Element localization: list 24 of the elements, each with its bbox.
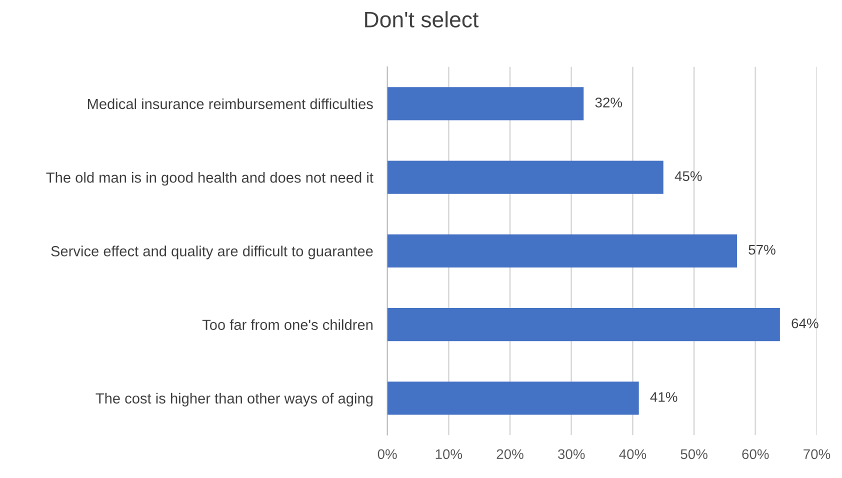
bar <box>387 308 780 342</box>
x-tick-label: 30% <box>558 449 585 460</box>
x-tick-label: 40% <box>619 449 646 460</box>
data-label: 32% <box>595 98 622 108</box>
bar <box>387 160 664 194</box>
x-tick-label: 0% <box>378 449 397 460</box>
data-label: 41% <box>650 392 678 402</box>
data-label: 64% <box>792 318 818 328</box>
y-tick-label: The cost is higher than other ways of aging <box>96 392 373 406</box>
data-label: 57% <box>748 244 776 255</box>
x-tick-label: 50% <box>680 449 708 460</box>
data-label: 45% <box>674 171 702 182</box>
y-tick-label: Service effect and quality are difficult to guarantee <box>51 246 373 260</box>
y-tick-label: Medical insurance reimbursement difficulties <box>88 98 373 110</box>
x-tick-label: 20% <box>496 449 524 460</box>
bar <box>387 87 584 120</box>
x-tick-label: 70% <box>804 449 830 460</box>
bar <box>387 382 639 415</box>
chart-title: Don't select <box>365 11 479 28</box>
x-tick-label: 60% <box>742 449 769 460</box>
bar <box>387 234 737 268</box>
x-tick-label: 10% <box>436 449 462 460</box>
y-tick-label: The old man is in good health and does not need it <box>46 172 374 186</box>
y-tick-label: Too far from one's children <box>202 319 372 330</box>
